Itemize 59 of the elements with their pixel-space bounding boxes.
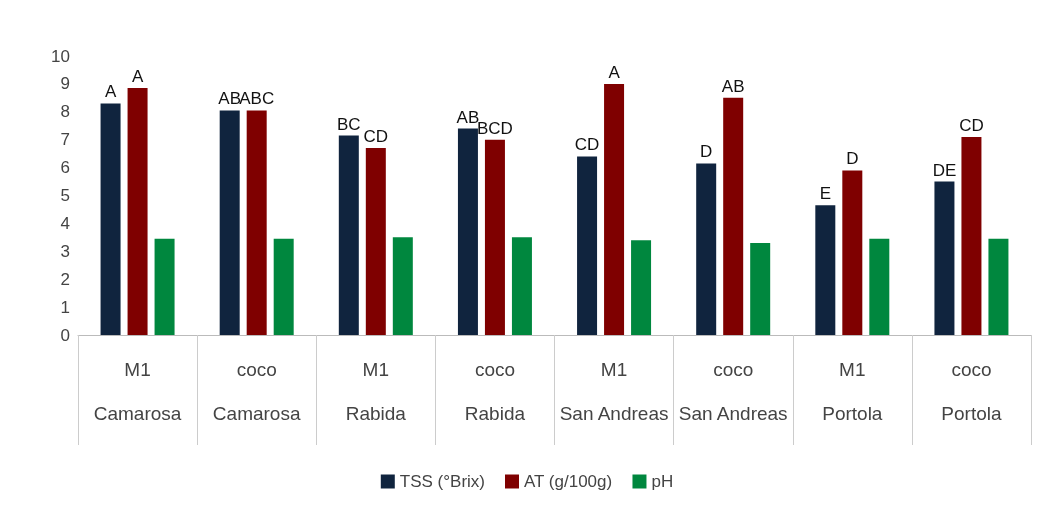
- bar: [219, 110, 240, 335]
- bar: [815, 205, 836, 335]
- y-tick-label: 6: [60, 158, 70, 178]
- bar: [365, 148, 386, 335]
- category-label: coco Camarosa: [212, 358, 301, 424]
- bar: [511, 237, 532, 335]
- legend-label: TSS (°Brix): [399, 472, 485, 491]
- category-label: coco Rabida: [464, 358, 526, 424]
- bar: [127, 88, 148, 335]
- bar: [457, 128, 478, 335]
- category-label: M1 Rabida: [345, 358, 406, 424]
- bar: [988, 238, 1009, 335]
- bar: [577, 156, 598, 335]
- bar: [631, 240, 652, 335]
- data-label: A: [104, 82, 117, 102]
- category-label: M1 Portola: [822, 358, 883, 424]
- y-tick-label: 2: [60, 269, 70, 289]
- category-label: M1 San Andreas: [559, 358, 669, 424]
- data-label: AB: [721, 76, 745, 96]
- y-tick-label: 0: [60, 325, 70, 345]
- data-label: CD: [574, 135, 600, 155]
- bar: [750, 242, 771, 335]
- data-label: CD: [959, 115, 984, 135]
- y-tick-label: 9: [60, 74, 70, 94]
- y-tick-label: 5: [60, 186, 70, 205]
- bar: [484, 139, 505, 335]
- data-label: ABC: [239, 89, 275, 109]
- data-label: E: [819, 184, 831, 204]
- data-label: CD: [363, 127, 389, 147]
- legend-label: pH: [651, 472, 674, 491]
- bar: [100, 103, 121, 335]
- data-label: DE: [932, 160, 957, 180]
- category-label: coco Portola: [941, 358, 1002, 424]
- bar: [273, 238, 294, 335]
- y-tick-label: 3: [60, 241, 70, 261]
- y-tick-label: 4: [60, 213, 70, 233]
- bar: [696, 163, 717, 335]
- data-label: D: [846, 149, 859, 169]
- category-label: coco San Andreas: [678, 358, 788, 424]
- bar: [154, 238, 175, 335]
- y-tick-label: 10: [51, 46, 70, 66]
- bar: [604, 83, 625, 335]
- bar: [869, 238, 890, 335]
- bar: [842, 170, 863, 335]
- data-label: D: [700, 142, 713, 162]
- bar: [338, 135, 359, 335]
- bar: [246, 110, 267, 335]
- data-label: A: [131, 67, 144, 87]
- bar: [934, 181, 955, 335]
- data-label: A: [608, 62, 621, 82]
- y-tick-label: 8: [60, 102, 70, 122]
- bar: [961, 136, 982, 335]
- y-tick-label: 7: [60, 130, 70, 150]
- legend-label: AT (g/100g): [523, 472, 613, 491]
- category-label: M1 Camarosa: [93, 358, 182, 424]
- bar: [392, 237, 413, 335]
- data-label: BC: [337, 114, 361, 134]
- y-tick-label: 1: [60, 297, 70, 317]
- bar: [723, 97, 744, 335]
